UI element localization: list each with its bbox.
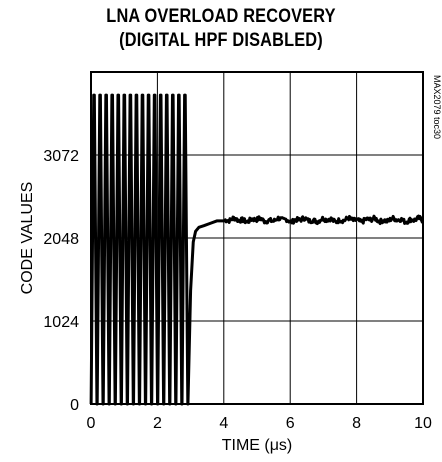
- x-tick-label: 10: [414, 415, 432, 432]
- x-tick-labels: 0 2 4 6 8 10: [87, 415, 432, 432]
- y-tick-label: 2048: [43, 231, 79, 248]
- y-tick-label: 3072: [43, 148, 79, 165]
- watermark-label: MAX2079 toc30: [432, 75, 442, 139]
- chart-title: LNA OVERLOAD RECOVERY: [106, 6, 336, 27]
- x-axis-label: TIME (μs): [222, 437, 293, 454]
- series-line: [89, 93, 424, 406]
- x-tick-label: 6: [286, 415, 295, 432]
- x-tick-label: 0: [87, 415, 96, 432]
- chart-subtitle: (DIGITAL HPF DISABLED): [119, 30, 323, 51]
- y-axis-label: CODE VALUES: [19, 182, 36, 295]
- y-tick-labels: 0 1024 2048 3072: [43, 148, 79, 414]
- y-tick-label: 1024: [43, 314, 79, 331]
- plot-frame: [90, 71, 424, 405]
- x-tick-label: 8: [352, 415, 361, 432]
- x-tick-label: 4: [219, 415, 228, 432]
- y-tick-label: 0: [70, 397, 79, 414]
- x-tick-label: 2: [153, 415, 162, 432]
